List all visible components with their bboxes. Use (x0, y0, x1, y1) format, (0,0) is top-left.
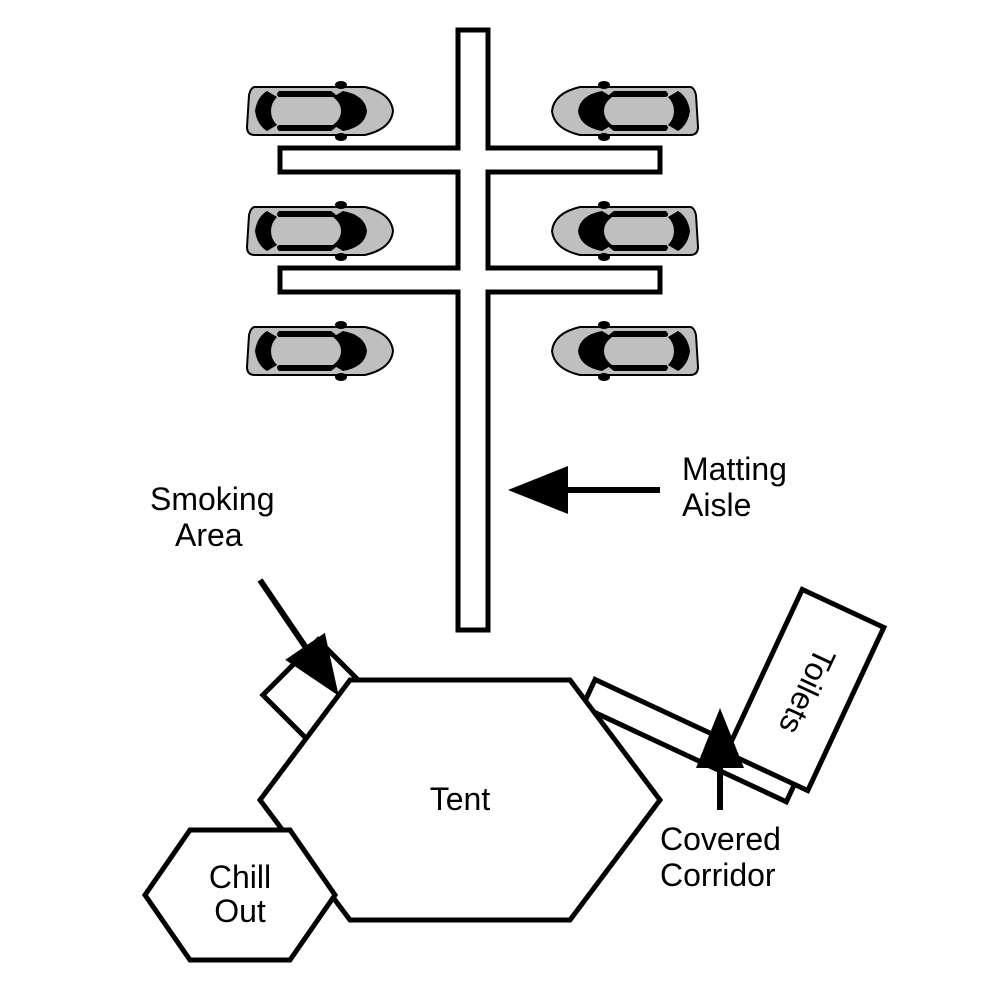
car-icon (247, 321, 393, 381)
tent-label: Tent (430, 781, 491, 817)
corridor-label-2: Corridor (660, 857, 776, 893)
car-icon (552, 201, 698, 261)
smoking-label-2: Area (175, 517, 243, 553)
smoking-label-1: Smoking (150, 481, 275, 517)
car-icon (552, 81, 698, 141)
chill-out-label-2: Out (214, 893, 266, 929)
car-icon (247, 81, 393, 141)
car-icon (552, 321, 698, 381)
chill-out-label-1: Chill (209, 859, 271, 895)
matting-label-2: Aisle (682, 487, 751, 523)
matting-label-1: Matting (682, 451, 787, 487)
car-icon (247, 201, 393, 261)
corridor-label-1: Covered (660, 821, 781, 857)
site-plan-diagram: Toilets Tent Chill Out Matting Aisle Smo… (0, 0, 1000, 1000)
